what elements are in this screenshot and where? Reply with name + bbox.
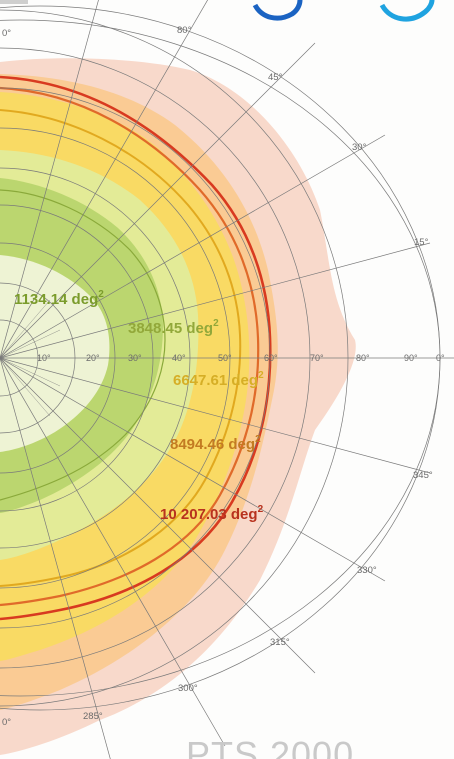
radial-label-10: 10°: [37, 353, 51, 363]
angle-label-left-bottom: 0°: [2, 717, 11, 728]
contour-8494: [0, 86, 260, 607]
product-title: PTS 2000: [186, 734, 355, 759]
brand-logo-fragment: [0, 0, 435, 22]
radial-label-0: 0°: [436, 353, 445, 363]
radial-label-80: 80°: [356, 353, 370, 363]
angle-label-80: 80°: [177, 25, 192, 36]
angle-label-345: 345°: [413, 470, 433, 481]
radial-label-30: 30°: [128, 353, 142, 363]
area-label-10207: 10 207.03 deg2: [160, 504, 264, 523]
area-label-1134: 1134.14 deg2: [14, 289, 104, 308]
angle-label-30: 30°: [352, 142, 367, 153]
area-label-6647: 6647.61 deg2: [173, 370, 264, 389]
angle-label-15: 15°: [414, 237, 429, 248]
angle-label-left-top: 0°: [2, 28, 11, 39]
radial-label-40: 40°: [172, 353, 186, 363]
radial-label-20: 20°: [86, 353, 100, 363]
contour-3848: [0, 189, 166, 501]
angle-label-45: 45°: [268, 72, 283, 83]
radial-label-50: 50°: [218, 353, 232, 363]
angle-label-315: 315°: [270, 637, 290, 648]
angle-label-285: 285°: [83, 711, 103, 722]
zone-inner-pale: [0, 255, 110, 452]
logo-arc-blue: [252, 0, 303, 21]
radial-label-60: 60°: [264, 353, 278, 363]
contour-6647: [0, 109, 242, 587]
angle-label-300: 300°: [178, 683, 198, 694]
angle-label-330: 330°: [357, 565, 377, 576]
area-label-8494: 8494.46 deg2: [170, 434, 261, 453]
radial-label-70: 70°: [310, 353, 324, 363]
logo-arc-cyan: [379, 0, 435, 22]
logo-bar-gray: [0, 0, 28, 4]
area-label-3848: 3848.45 deg2: [128, 318, 219, 337]
radial-label-90: 90°: [404, 353, 418, 363]
